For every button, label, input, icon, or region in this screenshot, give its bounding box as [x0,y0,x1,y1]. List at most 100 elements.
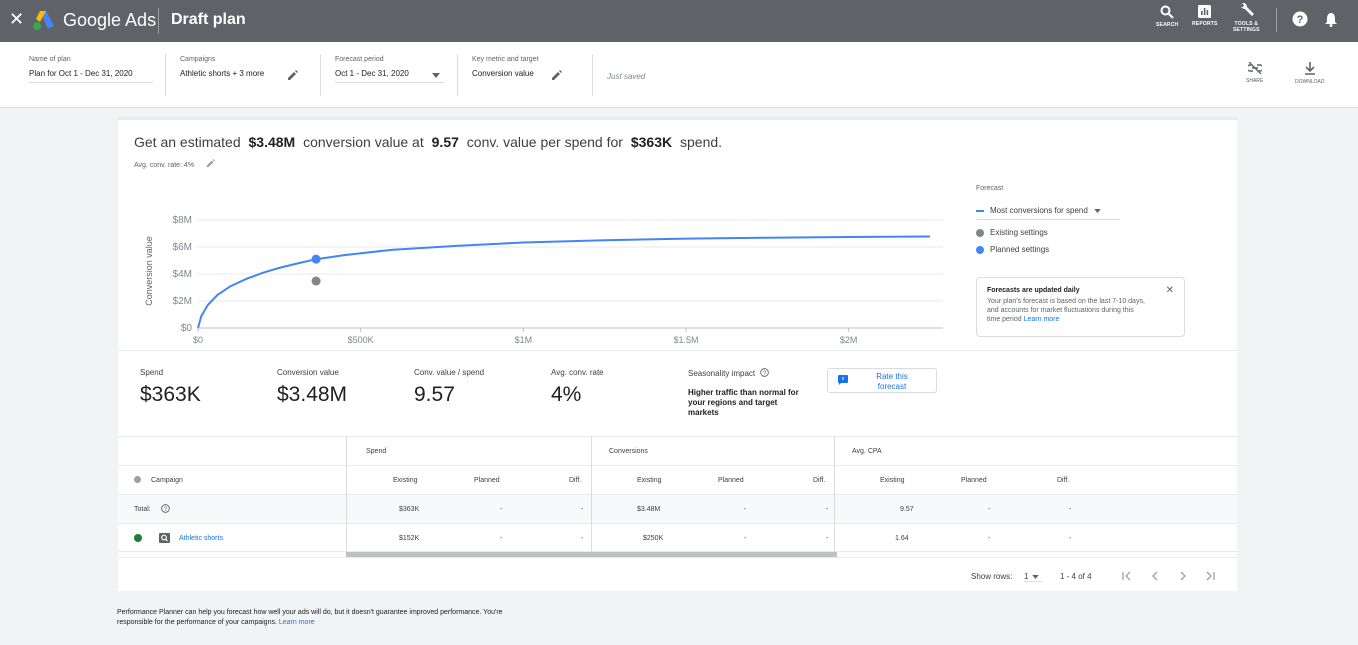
tools-label: TOOLS & [1234,21,1259,27]
edit-metric-icon[interactable] [551,70,562,81]
spend-planned-header[interactable]: Planned [474,477,500,484]
divider [165,54,166,96]
forecast-chart[interactable]: $8M $6M $4M $2M $0$0 $500K $1M $1.5M $2M [148,205,948,345]
cpa-planned-header[interactable]: Planned [961,477,987,484]
search-campaign-icon [159,533,170,543]
cpa-diff-header[interactable]: Diff. [1057,477,1070,484]
table-cell: - [744,506,747,513]
metric-label: Conv. value / spend [414,368,485,377]
help-outline-icon[interactable]: ? [760,368,770,377]
table-cell: $3.48M [637,506,661,513]
conv-existing-header[interactable]: Existing [637,477,662,484]
campaign-header[interactable]: Campaign [151,477,183,484]
conv-diff-header[interactable]: Diff. [813,477,826,484]
planned-settings-point [311,254,321,264]
page-range: 1 - 4 of 4 [1060,572,1092,581]
search-button[interactable]: SEARCH [1156,5,1178,28]
metrics-row: Spend $363K Conversion value $3.48M Conv… [118,350,1237,436]
table-cell: $152K [399,535,420,542]
horizontal-scrollbar[interactable] [346,552,837,557]
legend-title: Forecast [976,185,1004,192]
metric-conversion-value: Conversion value $3.48M [277,368,347,407]
close-icon[interactable]: ✕ [9,9,25,29]
download-button[interactable]: DOWNLOAD [1295,62,1324,85]
x-tick-label: $1.5M [673,335,698,345]
group-avg-cpa: Avg. CPA [852,448,882,455]
forecast-info-box: ✕ Forecasts are updated daily Your plan'… [976,277,1185,337]
plan-settings-bar: Name of plan Plan for Oct 1 - Dec 31, 20… [0,42,1358,108]
table-column-header: Campaign Existing Planned Diff. Existing… [118,465,1237,494]
legend-planned: Planned settings [976,245,1120,254]
spend-diff-header[interactable]: Diff. [569,477,582,484]
prev-page-icon[interactable] [1150,571,1160,581]
help-icon[interactable]: ? [1292,11,1308,27]
x-tick-label: $0 [193,335,203,345]
brand-name: Google Ads [63,10,157,30]
close-info-icon[interactable]: ✕ [1165,285,1174,296]
metric-label: Avg. conv. rate [551,368,604,377]
share-button[interactable]: SHARE [1246,62,1263,84]
svg-text:?: ? [164,506,168,513]
summary-conversion-value: $3.48M [248,134,296,150]
link-off-icon [1247,62,1262,74]
tools-settings-button[interactable]: TOOLS & SETTINGS [1233,3,1260,33]
rows-per-page-value: 1 [1024,572,1029,581]
table-cell: - [988,506,991,513]
learn-more-link[interactable]: Learn more [278,619,315,626]
status-dot [134,534,142,542]
info-text: Your plan's forecast is based on the las… [987,298,1145,323]
first-page-icon[interactable] [1122,571,1132,581]
disclaimer-text: Performance Planner can help you forecas… [117,609,503,626]
avg-conv-rate: Avg. conv. rate: 4% [134,159,216,169]
table-cell: $250K [643,535,664,542]
edit-rate-icon[interactable] [206,159,216,168]
table-row[interactable]: Athletic shorts $152K - - $250K - - 1.64… [118,523,1237,552]
summary-spend: $363K [630,134,673,150]
avg-conv-rate-text: Avg. conv. rate: 4% [134,162,195,169]
cpa-existing-header[interactable]: Existing [880,477,905,484]
rows-per-page-select[interactable]: 1 [1024,572,1043,582]
search-label: SEARCH [1156,22,1179,28]
chevron-down-icon[interactable] [432,73,440,78]
legend-planned-label: Planned settings [990,245,1050,254]
conv-planned-header[interactable]: Planned [718,477,744,484]
table-cell: - [988,535,991,542]
table-row-total: Total: ? $363K - - $3.48M - - 9.57 - - [118,494,1237,523]
summary-text: spend. [680,134,723,150]
forecast-selector[interactable]: Most conversions for spend [976,206,1120,220]
divider [457,54,458,96]
table-cell: 9.57 [900,506,914,513]
last-page-icon[interactable] [1205,571,1215,581]
table-cell: 1.64 [895,535,909,542]
learn-more-link[interactable]: Learn more [1023,316,1060,323]
forecast-period-field[interactable]: Forecast period Oct 1 - Dec 31, 2020 [335,56,444,83]
table-cell: $363K [399,506,420,513]
svg-text:?: ? [1297,14,1304,26]
divider [158,8,159,34]
group-spend: Spend [366,448,387,455]
next-page-icon[interactable] [1178,571,1188,581]
edit-campaigns-icon[interactable] [287,70,298,81]
table-cell: - [1069,535,1072,542]
forecast-curve [197,235,931,329]
campaigns-value: Athletic shorts + 3 more [180,69,265,78]
column-divider [591,436,592,552]
rate-forecast-button[interactable]: Rate this forecast [827,368,937,393]
spend-existing-header[interactable]: Existing [393,477,418,484]
forecast-card: Get an estimated $3.48M conversion value… [118,117,1237,591]
forecast-period-value[interactable]: Oct 1 - Dec 31, 2020 [335,69,444,83]
plan-name-value[interactable]: Plan for Oct 1 - Dec 31, 2020 [29,69,153,83]
summary-ratio: 9.57 [431,134,459,150]
key-metric-field[interactable]: Key metric and target Conversion value [472,56,572,83]
campaigns-field[interactable]: Campaigns Athletic shorts + 3 more [180,56,308,83]
metric-value: $363K [140,383,201,406]
plan-name-field[interactable]: Name of plan Plan for Oct 1 - Dec 31, 20… [29,56,153,83]
reports-label: REPORTS [1192,21,1218,27]
reports-button[interactable]: REPORTS [1192,5,1218,27]
y-tick-label: $4M [173,269,192,280]
campaign-name-link[interactable]: Athletic shorts [179,535,223,542]
chevron-down-icon[interactable] [1032,575,1039,579]
bell-icon[interactable] [1324,12,1338,27]
series-swatch [976,209,984,212]
help-outline-icon[interactable]: ? [161,504,170,513]
